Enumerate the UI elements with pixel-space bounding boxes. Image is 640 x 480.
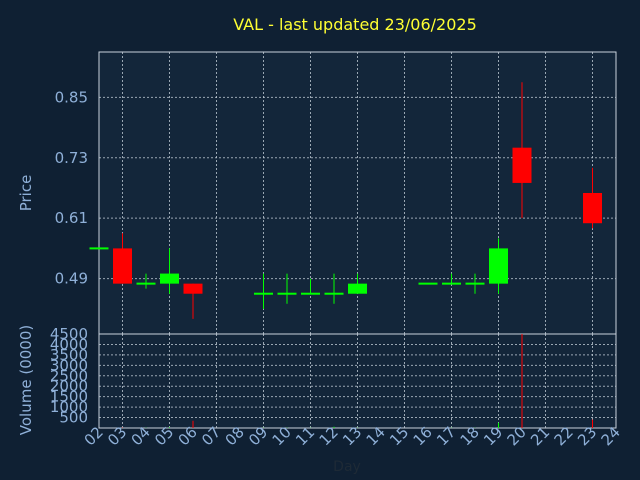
volume-tick-label: 2500 <box>50 367 88 385</box>
price-tick-label: 0.85 <box>55 88 88 106</box>
volume-tick-label: 2000 <box>50 377 88 395</box>
volume-panel <box>98 333 617 429</box>
candle-body <box>348 283 367 294</box>
volume-axis-label: Volume (0000) <box>17 325 35 435</box>
x-tick-labels: 0203040506070809101112131415161718192021… <box>81 423 624 449</box>
candle-body <box>512 147 532 183</box>
candle-body <box>254 292 273 295</box>
candle-body <box>160 273 179 284</box>
candle-body <box>301 292 320 295</box>
candle-body <box>89 247 109 250</box>
candle-body <box>418 282 438 285</box>
price-tick-label: 0.49 <box>55 270 88 288</box>
volume-tick-label: 500 <box>59 409 88 427</box>
volume-tick-label: 4000 <box>50 335 88 353</box>
price-candles <box>89 82 602 319</box>
x-axis-label: Day <box>333 459 361 475</box>
price-tick-label: 0.61 <box>55 209 88 227</box>
candle-body <box>113 248 132 284</box>
candle-body <box>465 282 485 285</box>
volume-tick-label: 1000 <box>50 398 88 416</box>
price-tick-labels: 0.49 0.61 0.73 0.85 <box>55 88 88 287</box>
candle-body <box>136 282 156 285</box>
candle-body <box>277 292 297 295</box>
candle-body <box>583 193 602 224</box>
volume-tick-label: 3500 <box>50 346 88 364</box>
price-tick-label: 0.73 <box>55 149 88 167</box>
volume-tick-label: 3000 <box>50 356 88 374</box>
candle-body <box>489 248 508 284</box>
volume-tick-label: 4500 <box>50 325 88 343</box>
chart-title: VAL - last updated 23/06/2025 <box>233 15 477 34</box>
price-axis-label: Price <box>17 175 35 212</box>
candle-body <box>183 283 203 294</box>
volume-tick-label: 1500 <box>50 388 88 406</box>
volume-bars <box>122 334 593 428</box>
candle-body <box>442 282 461 285</box>
candle-body <box>324 292 344 295</box>
